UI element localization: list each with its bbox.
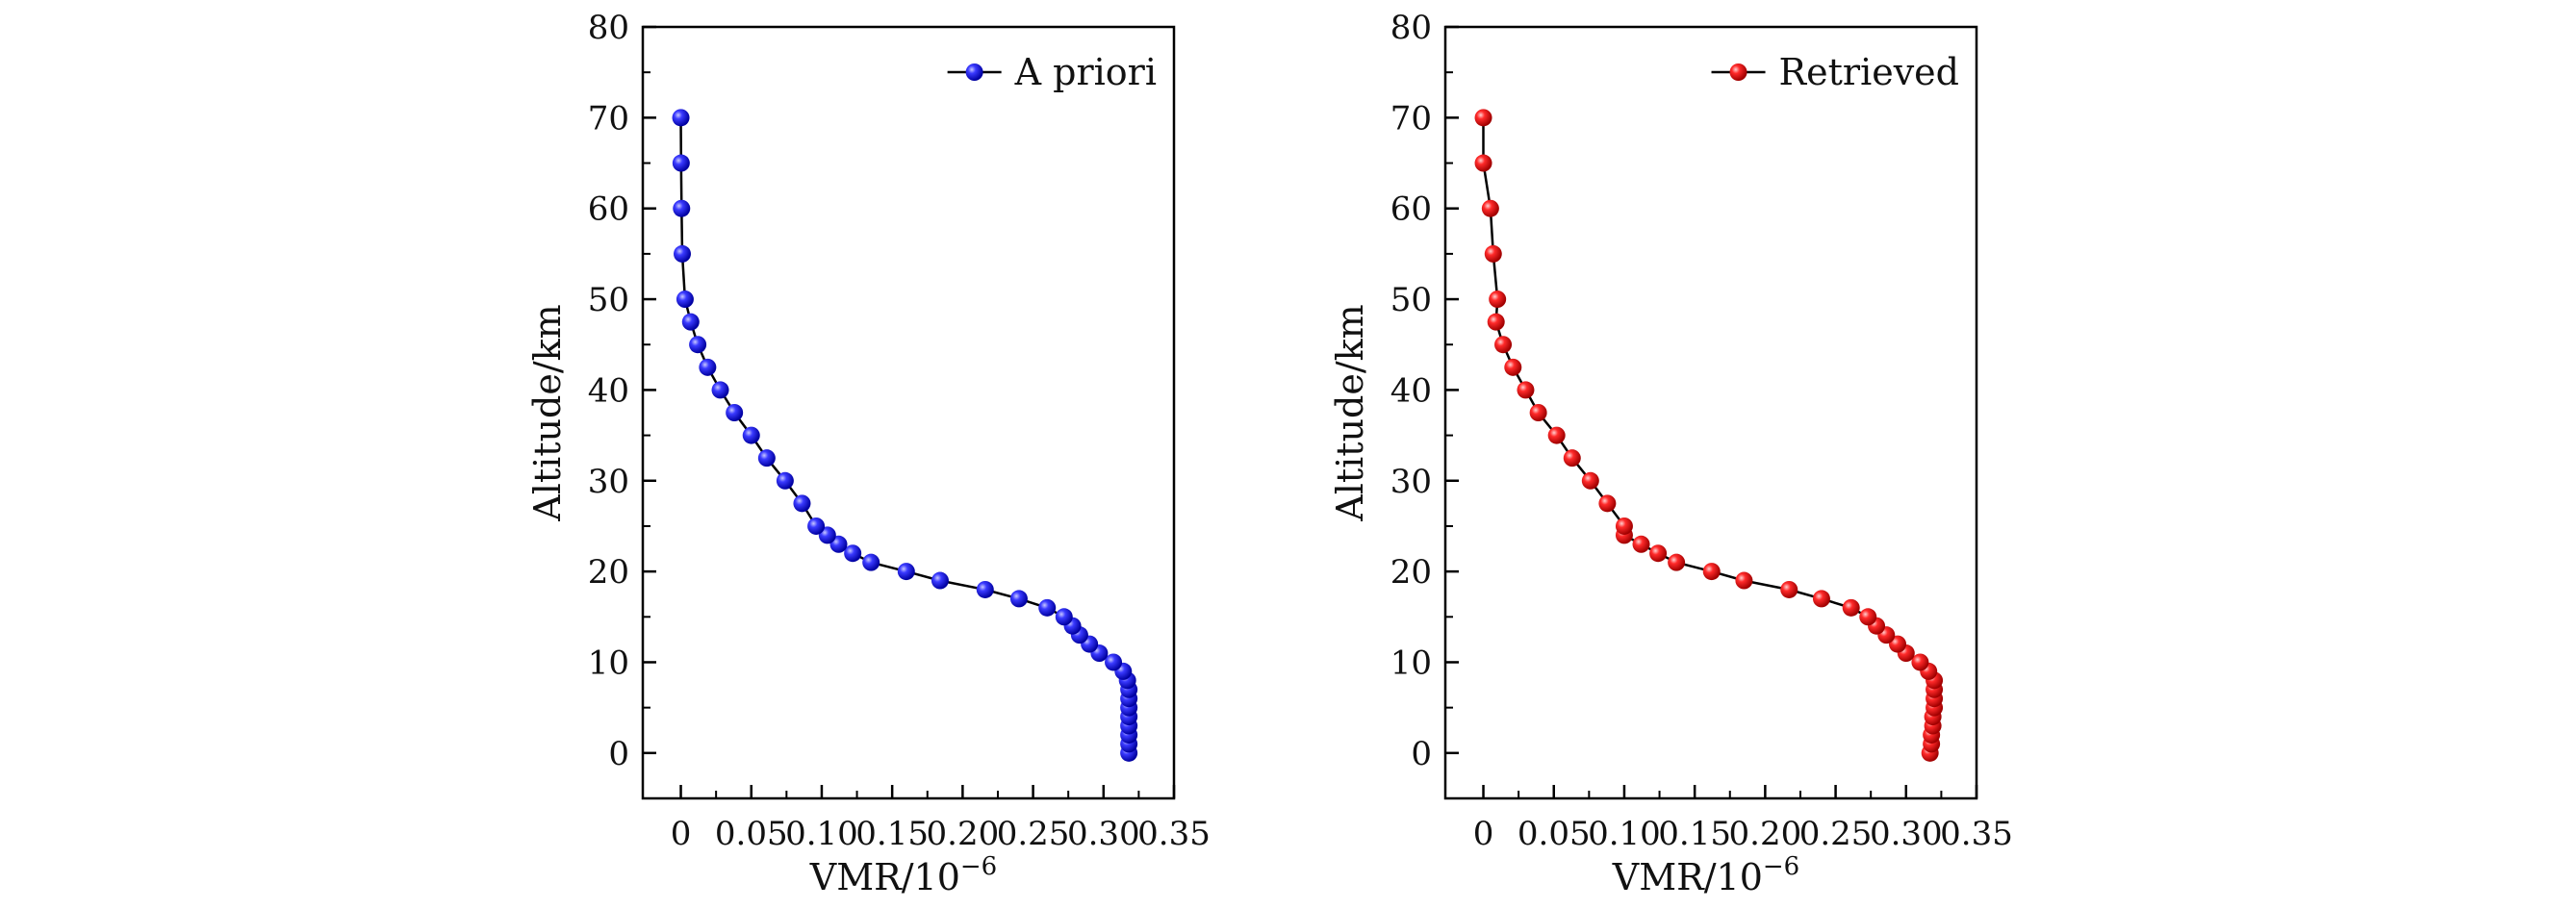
- legend-marker: [965, 63, 983, 81]
- x-tick-label: 0.35: [1940, 815, 2013, 853]
- data-point: [1504, 358, 1522, 376]
- data-point: [1474, 154, 1492, 172]
- x-tick-label: 0.20: [1729, 815, 1802, 853]
- data-point: [1038, 598, 1057, 617]
- y-tick-label: 50: [588, 281, 629, 319]
- data-point: [1842, 598, 1860, 617]
- legend-label: A priori: [1014, 51, 1157, 93]
- data-point: [1517, 381, 1535, 399]
- data-point: [1474, 109, 1492, 127]
- data-point: [1484, 244, 1502, 263]
- x-tick-label: 0.10: [785, 815, 858, 853]
- data-point: [1055, 608, 1073, 626]
- y-tick-label: 80: [588, 9, 629, 47]
- x-tick-label: 0.05: [715, 815, 788, 853]
- data-point: [681, 313, 700, 331]
- data-point: [1489, 290, 1507, 309]
- data-point: [711, 381, 729, 399]
- data-point: [689, 336, 707, 354]
- chart-panel-1: 0 0.050.100.150.200.250.300.35 0 10 20 30 40 50…: [526, 9, 1211, 898]
- data-point: [862, 553, 880, 571]
- legend-label: Retrieved: [1779, 51, 1959, 93]
- x-axis-title: VMR/10−6: [1612, 852, 1799, 898]
- y-tick-label: 20: [588, 553, 629, 592]
- data-point: [1649, 544, 1668, 563]
- x-tick-label: 0.30: [1870, 815, 1943, 853]
- x-tick-label: 0: [671, 815, 692, 853]
- data-point: [1529, 404, 1547, 421]
- data-point: [673, 199, 691, 217]
- y-tick-label: 20: [1390, 553, 1432, 592]
- data-point: [807, 517, 826, 535]
- y-tick-label: 60: [588, 190, 629, 229]
- y-tick-label: 0: [1411, 735, 1432, 773]
- x-tick-label: 0.10: [1588, 815, 1661, 853]
- data-point: [897, 563, 915, 581]
- data-point: [976, 580, 994, 598]
- data-point: [1812, 590, 1830, 608]
- y-tick-label: 70: [588, 99, 629, 138]
- data-point: [793, 494, 811, 513]
- data-point: [844, 544, 862, 563]
- data-point: [1105, 653, 1123, 671]
- data-point: [1859, 608, 1877, 626]
- data-point: [742, 426, 760, 444]
- data-point: [676, 290, 694, 309]
- x-tick-label: 0.15: [855, 815, 929, 853]
- data-point: [1009, 590, 1028, 608]
- data-point: [1735, 571, 1753, 590]
- plot-frame: [1443, 25, 1978, 800]
- y-axis-title: Altitude/km: [526, 304, 569, 521]
- data-point: [1487, 313, 1505, 331]
- data-point: [673, 244, 691, 263]
- data-point: [699, 358, 717, 376]
- x-tick-label: 0.20: [927, 815, 1000, 853]
- x-tick-label: 0.05: [1518, 815, 1591, 853]
- y-tick-label: 30: [1390, 463, 1432, 501]
- y-tick-label: 30: [588, 463, 629, 501]
- y-tick-label: 40: [588, 371, 629, 410]
- x-axis-title: VMR/10−6: [809, 852, 997, 898]
- data-point: [1668, 553, 1686, 571]
- data-point: [672, 109, 690, 127]
- data-point: [1702, 563, 1721, 581]
- y-tick-label: 10: [588, 644, 629, 682]
- data-point: [1581, 471, 1599, 490]
- chart-panel-2: 0 0.050.100.150.200.250.300.35 0 10 20 30 40 50…: [1329, 9, 2013, 898]
- x-tick-label: 0: [1473, 815, 1494, 853]
- data-point: [1632, 535, 1650, 553]
- y-axis-title: Altitude/km: [1329, 304, 1371, 521]
- x-tick-label: 0.35: [1137, 815, 1211, 853]
- y-tick-label: 80: [1390, 9, 1432, 47]
- data-point: [672, 154, 690, 172]
- plot-frame: [641, 25, 1176, 800]
- data-point: [1563, 449, 1581, 467]
- data-point: [1598, 494, 1617, 513]
- data-point: [1911, 653, 1929, 671]
- y-tick-label: 50: [1390, 281, 1432, 319]
- data-point: [1547, 426, 1566, 444]
- x-tick-label: 0.15: [1658, 815, 1731, 853]
- data-point: [1615, 517, 1633, 535]
- data-point: [757, 449, 776, 467]
- x-tick-label: 0.25: [1799, 815, 1873, 853]
- y-tick-label: 70: [1390, 99, 1432, 138]
- data-point: [726, 404, 744, 421]
- data-point: [1481, 199, 1499, 217]
- chart-panels: 0 0.050.100.150.200.250.300.3501020304050…: [526, 9, 2013, 898]
- x-tick-label: 0.25: [997, 815, 1070, 853]
- legend-marker: [1729, 63, 1747, 81]
- y-tick-label: 60: [1390, 190, 1432, 229]
- y-tick-label: 40: [1390, 371, 1432, 410]
- y-tick-label: 0: [608, 735, 629, 773]
- x-tick-label: 0.30: [1067, 815, 1140, 853]
- y-tick-label: 10: [1390, 644, 1432, 682]
- data-point: [1494, 336, 1513, 354]
- data-point: [931, 571, 949, 590]
- data-point: [776, 471, 794, 490]
- data-point: [1780, 580, 1798, 598]
